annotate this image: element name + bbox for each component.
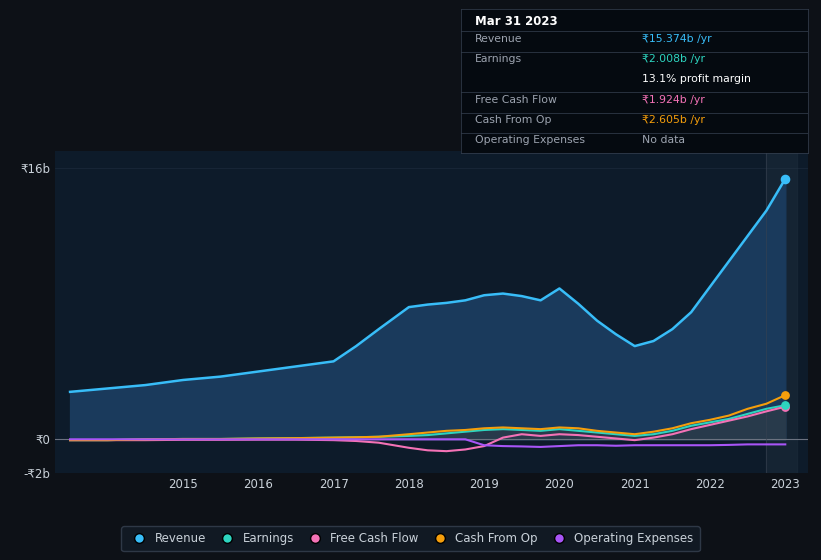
- Text: ₹15.374b /yr: ₹15.374b /yr: [641, 34, 711, 44]
- Bar: [767, 151, 796, 473]
- Text: Revenue: Revenue: [475, 34, 523, 44]
- Point: [778, 402, 791, 411]
- Text: Mar 31 2023: Mar 31 2023: [475, 15, 558, 28]
- Text: Free Cash Flow: Free Cash Flow: [475, 95, 557, 105]
- Text: Operating Expenses: Operating Expenses: [475, 136, 585, 146]
- Point: [778, 174, 791, 183]
- Text: Cash From Op: Cash From Op: [475, 115, 552, 125]
- Point: [778, 401, 791, 410]
- Legend: Revenue, Earnings, Free Cash Flow, Cash From Op, Operating Expenses: Revenue, Earnings, Free Cash Flow, Cash …: [122, 526, 699, 551]
- Text: No data: No data: [641, 136, 685, 146]
- Text: 13.1% profit margin: 13.1% profit margin: [641, 74, 750, 85]
- Text: ₹2.605b /yr: ₹2.605b /yr: [641, 115, 704, 125]
- Text: Earnings: Earnings: [475, 54, 522, 64]
- Text: ₹2.008b /yr: ₹2.008b /yr: [641, 54, 704, 64]
- Text: ₹1.924b /yr: ₹1.924b /yr: [641, 95, 704, 105]
- Point: [778, 391, 791, 400]
